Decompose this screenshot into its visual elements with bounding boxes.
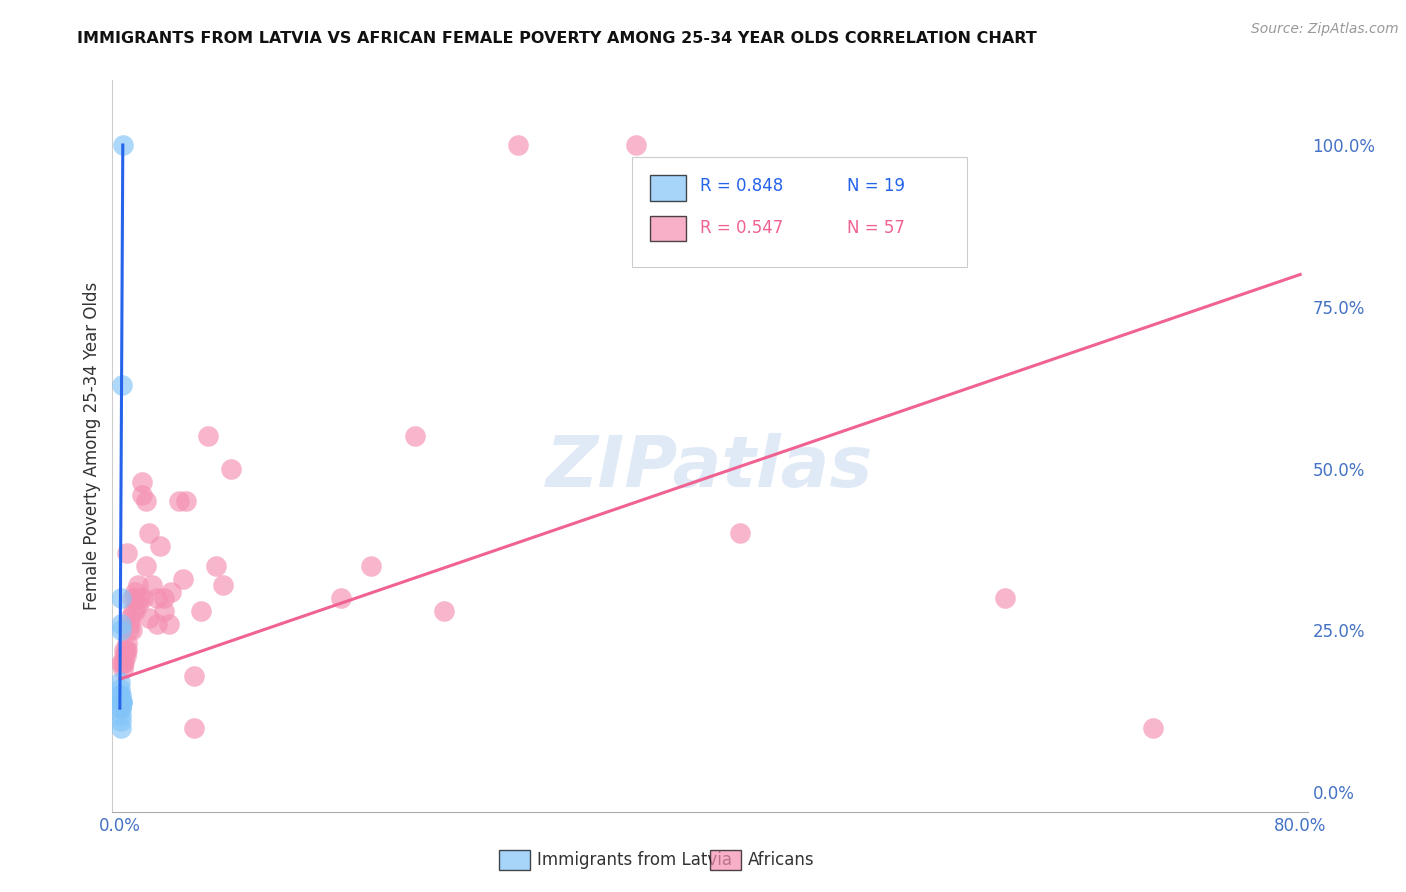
Point	[110, 695, 132, 709]
Point	[127, 598, 149, 612]
FancyBboxPatch shape	[651, 216, 686, 241]
Point	[149, 539, 172, 553]
Point	[122, 604, 145, 618]
Point	[219, 461, 242, 475]
Point	[153, 604, 176, 618]
Text: N = 19: N = 19	[848, 178, 905, 195]
Point	[121, 591, 143, 606]
Point	[112, 649, 135, 664]
Point	[197, 429, 219, 443]
Point	[110, 701, 132, 715]
Point	[111, 695, 134, 709]
Point	[128, 591, 150, 606]
Point	[138, 610, 160, 624]
Point	[115, 546, 138, 560]
Point	[135, 558, 157, 573]
Text: ZIPatlas: ZIPatlas	[547, 434, 873, 502]
Point	[404, 429, 426, 443]
Point	[157, 617, 180, 632]
Point	[110, 591, 132, 606]
Point	[111, 656, 134, 670]
Point	[110, 656, 132, 670]
Y-axis label: Female Poverty Among 25-34 Year Olds: Female Poverty Among 25-34 Year Olds	[83, 282, 101, 610]
Point	[110, 624, 132, 638]
Point	[118, 624, 141, 638]
Point	[112, 643, 135, 657]
Point	[994, 591, 1017, 606]
Text: IMMIGRANTS FROM LATVIA VS AFRICAN FEMALE POVERTY AMONG 25-34 YEAR OLDS CORRELATI: IMMIGRANTS FROM LATVIA VS AFRICAN FEMALE…	[77, 31, 1038, 46]
Point	[132, 591, 155, 606]
Point	[138, 526, 160, 541]
Point	[110, 707, 132, 722]
Point	[160, 584, 183, 599]
Point	[212, 578, 235, 592]
Point	[110, 695, 132, 709]
Point	[124, 604, 146, 618]
Point	[141, 578, 163, 592]
Point	[114, 643, 136, 657]
Point	[110, 688, 132, 702]
Point	[121, 624, 143, 638]
Point	[360, 558, 382, 573]
Point	[131, 475, 153, 489]
Point	[433, 604, 456, 618]
Point	[508, 138, 530, 153]
Point	[110, 701, 132, 715]
Point	[115, 643, 138, 657]
Point	[111, 695, 134, 709]
FancyBboxPatch shape	[633, 157, 967, 267]
Point	[111, 138, 134, 153]
Point	[120, 610, 142, 624]
Point	[110, 695, 132, 709]
Point	[190, 604, 212, 618]
Text: Source: ZipAtlas.com: Source: ZipAtlas.com	[1251, 22, 1399, 37]
Point	[110, 681, 132, 696]
FancyBboxPatch shape	[651, 176, 686, 201]
Point	[183, 721, 205, 735]
Point	[174, 494, 197, 508]
Point	[167, 494, 190, 508]
Point	[111, 662, 134, 676]
Point	[183, 669, 205, 683]
Point	[110, 721, 132, 735]
Text: Immigrants from Latvia: Immigrants from Latvia	[537, 851, 733, 869]
Point	[124, 584, 146, 599]
Text: R = 0.848: R = 0.848	[700, 178, 783, 195]
Point	[114, 649, 136, 664]
Point	[110, 714, 132, 728]
Point	[135, 494, 157, 508]
Point	[108, 675, 131, 690]
Point	[153, 591, 176, 606]
Point	[204, 558, 226, 573]
Point	[172, 572, 194, 586]
Point	[1142, 721, 1164, 735]
Point	[120, 617, 142, 632]
Point	[127, 578, 149, 592]
Point	[330, 591, 353, 606]
Point	[626, 138, 648, 153]
Point	[145, 617, 167, 632]
Text: R = 0.547: R = 0.547	[700, 219, 783, 237]
Point	[111, 377, 134, 392]
Point	[110, 688, 132, 702]
Point	[112, 656, 135, 670]
Point	[124, 591, 146, 606]
Point	[145, 591, 167, 606]
Point	[131, 487, 153, 501]
Point	[115, 636, 138, 650]
Point	[110, 617, 132, 632]
Point	[728, 526, 751, 541]
Text: N = 57: N = 57	[848, 219, 905, 237]
Text: Africans: Africans	[748, 851, 814, 869]
